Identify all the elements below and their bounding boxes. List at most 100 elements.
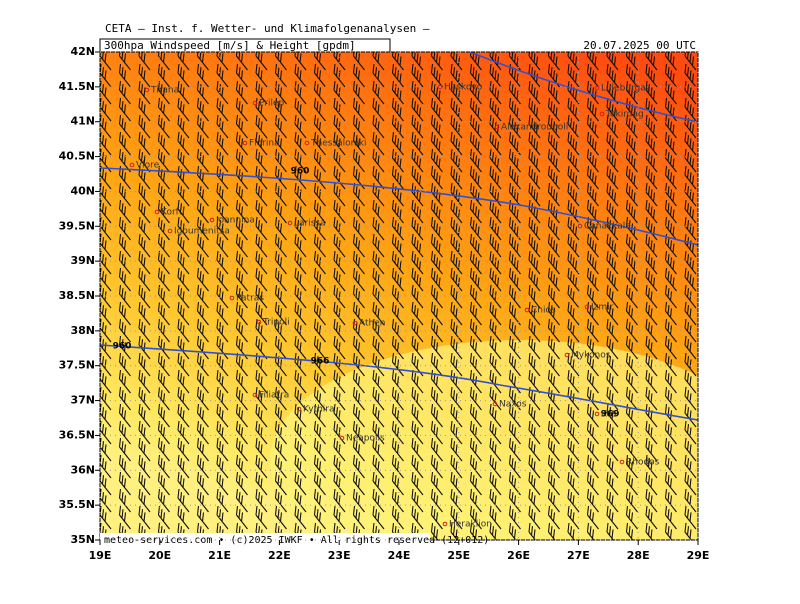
city-marker — [252, 100, 258, 106]
barb-row — [100, 352, 697, 377]
city-label: Alexandroupoli — [501, 123, 568, 133]
barb-row — [100, 63, 697, 88]
contour-line — [100, 344, 698, 421]
barb-row — [100, 114, 697, 139]
city-marker — [256, 319, 262, 325]
light-zone — [270, 340, 698, 540]
lat-label: 39.5N — [59, 219, 95, 232]
city-marker — [494, 124, 500, 130]
contour-line — [469, 52, 698, 123]
city-marker — [584, 304, 590, 310]
barb-row — [100, 97, 697, 122]
lat-label: 40.5N — [59, 150, 95, 163]
city-marker — [442, 521, 448, 527]
lon-label: 26E — [507, 549, 530, 562]
barb-row — [100, 199, 697, 224]
lat-label: 37N — [70, 394, 95, 407]
lon-label: 21E — [208, 549, 231, 562]
contour-label: 960 — [113, 342, 132, 352]
barb-row — [100, 216, 697, 241]
city-marker — [594, 85, 600, 91]
lon-label: 24E — [388, 549, 411, 562]
barb-row — [100, 505, 697, 530]
barb-row — [100, 267, 697, 292]
lat-label: 37.5N — [59, 359, 95, 372]
lat-label: 35.5N — [59, 498, 95, 511]
city-label: Igoumenitsa — [174, 227, 230, 237]
city-marker — [492, 401, 498, 407]
city-label: Chios — [531, 306, 556, 316]
city-marker — [339, 435, 345, 441]
city-marker — [296, 406, 302, 412]
city-marker — [437, 84, 443, 90]
lat-label: 41N — [70, 115, 95, 128]
city-label: Heraklion — [449, 520, 492, 530]
city-marker — [242, 140, 248, 146]
city-marker — [599, 111, 605, 117]
city-marker — [287, 220, 293, 226]
lon-label: 28E — [627, 549, 650, 562]
wind-barbs — [100, 52, 697, 540]
city-label: Kythira — [303, 405, 335, 415]
lat-label: 36N — [70, 463, 95, 476]
city-label: Tirana — [150, 86, 179, 96]
city-marker — [167, 228, 173, 234]
valid-time: 20.07.2025 00 UTC — [583, 39, 696, 52]
barb-row — [100, 471, 697, 496]
city-label: Izmir — [591, 303, 614, 313]
city-label: Luleburgaz — [601, 84, 651, 94]
city-label: Haskovo — [444, 83, 483, 93]
barb-row — [100, 233, 697, 258]
footer: meteo-services.com • (c)2025 IWKF • All … — [104, 535, 489, 546]
lon-label: 27E — [567, 549, 590, 562]
barb-row — [100, 250, 697, 275]
lon-label: 29E — [687, 549, 710, 562]
city-label: Vlore — [136, 161, 160, 171]
lon-label: 20E — [148, 549, 171, 562]
city-label: Korfu — [161, 208, 185, 218]
city-marker — [304, 140, 310, 146]
city-marker — [209, 217, 215, 223]
city-label: Canakkale — [584, 222, 631, 232]
city-marker — [524, 307, 530, 313]
lat-label: 42N — [70, 45, 95, 58]
city-marker — [619, 459, 625, 465]
city-label: Tekirdag — [605, 110, 644, 120]
city-marker — [229, 295, 235, 301]
city-label: Naxos — [499, 400, 527, 410]
barb-row — [100, 284, 697, 309]
city-marker — [144, 87, 150, 93]
barb-row — [100, 182, 697, 207]
contour-line — [100, 167, 698, 246]
lat-label: 40N — [70, 184, 95, 197]
barb-row — [100, 454, 697, 479]
barb-row — [100, 165, 697, 190]
city-label: Patras — [236, 294, 264, 304]
city-marker — [352, 320, 358, 326]
city-marker — [252, 392, 258, 398]
city-label: Florina — [249, 139, 280, 149]
lon-label: 23E — [328, 549, 351, 562]
city-marker — [154, 209, 160, 215]
header-title: CETA — Inst. f. Wetter- und Klimafolgena… — [105, 22, 430, 35]
lat-label: 38N — [70, 324, 95, 337]
lat-label: 39N — [70, 254, 95, 267]
contour-label: 966 — [311, 357, 330, 367]
lon-label: 25E — [447, 549, 470, 562]
contour-label: 960 — [291, 167, 310, 177]
footer-box — [100, 533, 430, 545]
height-contours — [100, 52, 698, 421]
city-label: Prilep — [259, 99, 285, 109]
contour-label: 969 — [601, 410, 620, 420]
city-marker — [577, 223, 583, 229]
city-marker — [129, 162, 135, 168]
city-label: Rhodos — [626, 458, 660, 468]
lon-label: 19E — [89, 549, 112, 562]
lat-label: 35N — [70, 533, 95, 546]
barb-row — [100, 131, 697, 156]
city-label: Tripoli — [262, 318, 290, 328]
city-label: Kos — [601, 410, 617, 420]
